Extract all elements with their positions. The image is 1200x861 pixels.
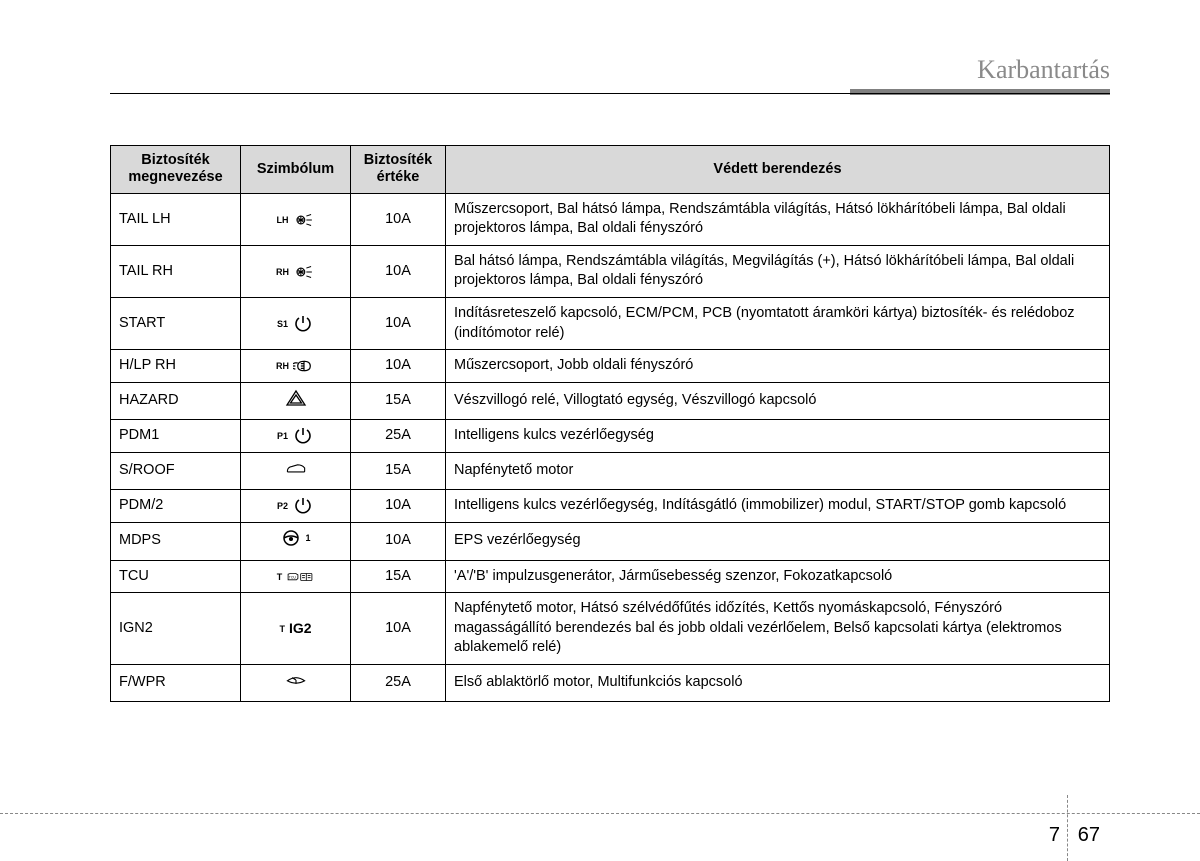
symbol-text: IG2	[289, 619, 312, 638]
lamp-icon	[293, 211, 315, 229]
fuse-name: PDM/2	[111, 490, 241, 523]
fuse-value: 10A	[351, 593, 446, 665]
fuse-symbol: RH	[241, 350, 351, 383]
table-header-row: Biztosíték megnevezése Szimbólum Biztosí…	[111, 146, 1110, 194]
symbol-prefix: RH	[276, 266, 289, 278]
fuse-name: TAIL LH	[111, 193, 241, 245]
col-header-name: Biztosíték megnevezése	[111, 146, 241, 194]
fuse-name: S/ROOF	[111, 452, 241, 490]
table-row: IGN2 T IG2 10ANapfénytető motor, Hátsó szél…	[111, 593, 1110, 665]
page-footer: 7 67	[0, 813, 1200, 843]
table-row: TCU T 15A'A'/'B' impulzusgenerátor, Járműs…	[111, 560, 1110, 593]
symbol-prefix: P1	[277, 430, 288, 442]
fuse-symbol	[241, 452, 351, 490]
fuse-name: MDPS	[111, 522, 241, 560]
wiper-icon	[285, 671, 307, 689]
fuse-description: Intelligens kulcs vezérlőegység	[446, 420, 1110, 453]
fuse-description: Napfénytető motor, Hátsó szélvédőfűtés i…	[446, 593, 1110, 665]
fuse-description: Vészvillogó relé, Villogtató egység, Vés…	[446, 382, 1110, 420]
tcu-icon	[286, 568, 314, 586]
page-header: Karbantartás	[110, 55, 1110, 95]
fuse-description: Műszercsoport, Bal hátsó lámpa, Rendszám…	[446, 193, 1110, 245]
table-row: START S1 10AIndításreteszelő kapcsoló, ECM…	[111, 298, 1110, 350]
section-title: Karbantartás	[977, 55, 1110, 85]
fuse-description: Bal hátsó lámpa, Rendszámtábla világítás…	[446, 245, 1110, 297]
table-row: MDPS 1 10AEPS vezérlőegység	[111, 522, 1110, 560]
table-row: TAIL RH RH 10ABal hátsó lámpa, Rendszámtáb…	[111, 245, 1110, 297]
footer-dash-line	[0, 813, 1200, 814]
symbol-prefix: S1	[277, 318, 288, 330]
fuse-symbol: S1	[241, 298, 351, 350]
table-row: HAZARD 15AVészvillogó relé, Villogtató eg…	[111, 382, 1110, 420]
fuse-symbol: P2	[241, 490, 351, 523]
symbol-suffix: 1	[305, 532, 310, 544]
steering-icon	[280, 529, 302, 547]
fuse-name: F/WPR	[111, 664, 241, 702]
symbol-prefix: RH	[276, 360, 289, 372]
fuse-value: 15A	[351, 452, 446, 490]
fuse-symbol: RH	[241, 245, 351, 297]
table-row: F/WPR 25AElső ablaktörlő motor, Multifunk…	[111, 664, 1110, 702]
fuse-description: Műszercsoport, Jobb oldali fényszóró	[446, 350, 1110, 383]
fuse-value: 10A	[351, 193, 446, 245]
fuse-value: 10A	[351, 350, 446, 383]
start-icon	[292, 427, 314, 445]
table-row: S/ROOF 15ANapfénytető motor	[111, 452, 1110, 490]
fuse-name: H/LP RH	[111, 350, 241, 383]
header-rule	[110, 93, 1110, 94]
fuse-name: IGN2	[111, 593, 241, 665]
car-icon	[285, 459, 307, 477]
fuse-description: 'A'/'B' impulzusgenerátor, Járműsebesség…	[446, 560, 1110, 593]
fuse-symbol: T	[241, 560, 351, 593]
fuse-value: 25A	[351, 664, 446, 702]
page: Karbantartás Biztosíték megnevezése Szim…	[0, 0, 1200, 861]
col-header-device: Védett berendezés	[446, 146, 1110, 194]
symbol-prefix: LH	[277, 214, 289, 226]
fuse-name: START	[111, 298, 241, 350]
fuse-description: Indításreteszelő kapcsoló, ECM/PCM, PCB …	[446, 298, 1110, 350]
footer-vertical-line	[1067, 795, 1068, 861]
col-header-symbol: Szimbólum	[241, 146, 351, 194]
symbol-prefix: P2	[277, 500, 288, 512]
fuse-name: TAIL RH	[111, 245, 241, 297]
fuse-value: 25A	[351, 420, 446, 453]
start-icon	[292, 315, 314, 333]
header-accent-bar	[850, 89, 1110, 95]
fuse-description: Első ablaktörlő motor, Multifunkciós kap…	[446, 664, 1110, 702]
fuse-symbol	[241, 664, 351, 702]
page-number-chapter: 7	[1049, 824, 1060, 847]
fuse-value: 10A	[351, 298, 446, 350]
hazard-icon	[285, 389, 307, 407]
fuse-symbol: 1	[241, 522, 351, 560]
fuse-symbol: P1	[241, 420, 351, 453]
page-number-page: 67	[1078, 824, 1100, 847]
fuse-symbol	[241, 382, 351, 420]
fuse-description: Intelligens kulcs vezérlőegység, Indítás…	[446, 490, 1110, 523]
fuse-value: 10A	[351, 490, 446, 523]
start-icon	[292, 497, 314, 515]
fuse-name: HAZARD	[111, 382, 241, 420]
lamp-icon	[293, 263, 315, 281]
table-row: TAIL LH LH 10AMűszercsoport, Bal hátsó lám…	[111, 193, 1110, 245]
fuse-value: 10A	[351, 522, 446, 560]
col-header-value: Biztosíték értéke	[351, 146, 446, 194]
symbol-prefix: T	[277, 571, 283, 583]
fuse-value: 15A	[351, 560, 446, 593]
symbol-prefix: T	[279, 623, 285, 635]
fuse-symbol: T IG2	[241, 593, 351, 665]
fuse-description: EPS vezérlőegység	[446, 522, 1110, 560]
fuse-name: PDM1	[111, 420, 241, 453]
table-row: PDM/2 P2 10AIntelligens kulcs vezérlőegysé…	[111, 490, 1110, 523]
fuse-value: 15A	[351, 382, 446, 420]
fuse-name: TCU	[111, 560, 241, 593]
fuse-symbol: LH	[241, 193, 351, 245]
headlamp-icon	[293, 357, 315, 375]
table-row: PDM1 P1 25AIntelligens kulcs vezérlőegység	[111, 420, 1110, 453]
fuse-description: Napfénytető motor	[446, 452, 1110, 490]
fuse-table: Biztosíték megnevezése Szimbólum Biztosí…	[110, 145, 1110, 702]
fuse-value: 10A	[351, 245, 446, 297]
table-row: H/LP RH RH 10AMűszercsoport, Jobb oldali f…	[111, 350, 1110, 383]
